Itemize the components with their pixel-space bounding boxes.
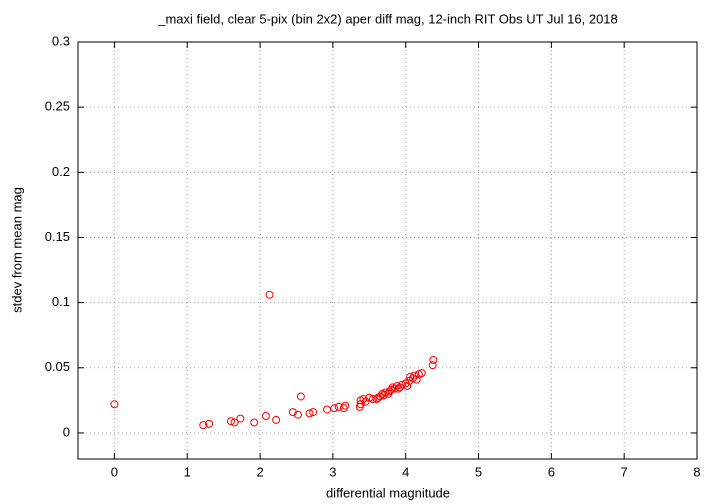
- point: [261, 411, 270, 420]
- point: [334, 402, 343, 411]
- point: [359, 395, 368, 404]
- point: [341, 401, 350, 410]
- point: [226, 417, 235, 426]
- y-tick-label: 0.15: [45, 229, 70, 244]
- y-axis-label: stdev from mean mag: [9, 187, 24, 313]
- x-tick-label: 7: [621, 464, 628, 479]
- point: [272, 415, 281, 424]
- point: [296, 392, 305, 401]
- point: [330, 404, 339, 413]
- point: [365, 393, 374, 402]
- point: [395, 383, 404, 392]
- point: [412, 375, 421, 384]
- point: [288, 408, 297, 417]
- point: [110, 400, 119, 409]
- x-tick-label: 3: [329, 464, 336, 479]
- point: [305, 409, 314, 418]
- y-tick-label: 0.1: [52, 294, 70, 309]
- point: [230, 418, 239, 427]
- plot-frame: [77, 41, 698, 460]
- point: [205, 419, 214, 428]
- point: [368, 395, 377, 404]
- x-tick-label: 1: [184, 464, 191, 479]
- point: [293, 410, 302, 419]
- point: [236, 414, 245, 423]
- x-tick-label: 8: [693, 464, 700, 479]
- x-tick-label: 2: [256, 464, 263, 479]
- point: [199, 421, 208, 430]
- y-tick-label: 0.3: [52, 33, 70, 48]
- point: [323, 405, 332, 414]
- x-tick-label: 6: [548, 464, 555, 479]
- y-tick-label: 0.2: [52, 164, 70, 179]
- point: [376, 392, 385, 401]
- point: [428, 361, 437, 370]
- point: [403, 382, 412, 391]
- x-tick-label: 5: [475, 464, 482, 479]
- point: [410, 371, 419, 380]
- x-tick-label: 4: [402, 464, 409, 479]
- point: [429, 355, 438, 364]
- y-tick-label: 0.25: [45, 99, 70, 114]
- chart-title: _maxi field, clear 5-pix (bin 2x2) aper …: [157, 11, 618, 26]
- point: [390, 384, 399, 393]
- point: [309, 408, 318, 417]
- point: [265, 290, 274, 299]
- y-tick-label: 0.05: [45, 359, 70, 374]
- point: [398, 380, 407, 389]
- x-axis-label: differential magnitude: [326, 485, 450, 500]
- point: [250, 418, 259, 427]
- point: [417, 368, 426, 377]
- x-tick-label: 0: [111, 464, 118, 479]
- y-tick-label: 0: [63, 424, 70, 439]
